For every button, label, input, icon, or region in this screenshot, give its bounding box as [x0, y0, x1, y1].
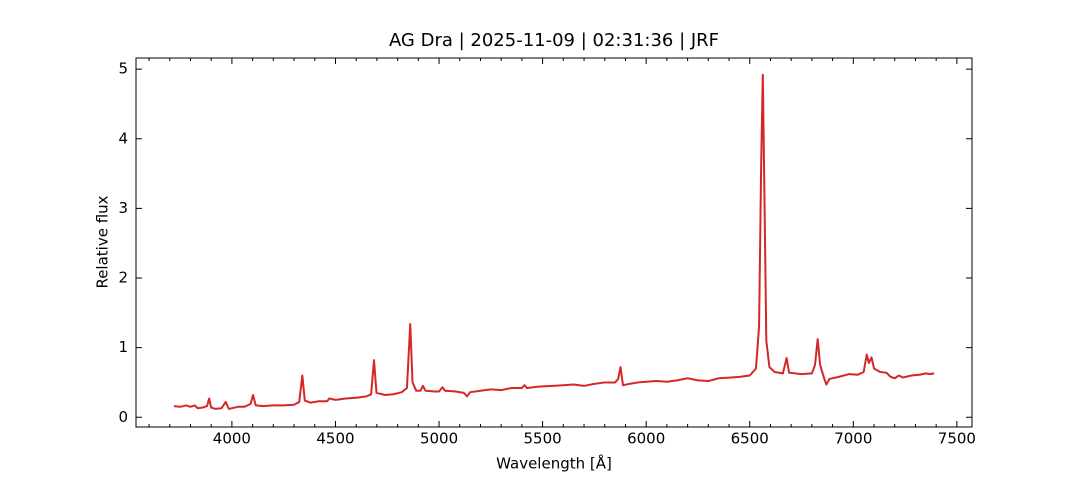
x-tick-label: 6500 — [731, 430, 769, 448]
x-tick-label: 7500 — [938, 430, 976, 448]
chart-title: AG Dra | 2025-11-09 | 02:31:36 | JRF — [389, 30, 719, 51]
y-tick-label: 1 — [118, 338, 128, 356]
x-axis-label: Wavelength [Å] — [496, 454, 612, 473]
x-tick-label: 7000 — [834, 430, 872, 448]
y-tick-label: 2 — [118, 269, 128, 287]
y-tick-label: 5 — [118, 60, 128, 78]
x-tick-label: 4000 — [213, 430, 251, 448]
y-tick-label: 3 — [118, 199, 128, 217]
y-axis-label: Relative flux — [94, 195, 112, 288]
spectrum-line — [173, 73, 935, 410]
plot-frame — [135, 57, 973, 428]
x-tick-label: 5500 — [524, 430, 562, 448]
x-tick-label: 5000 — [420, 430, 458, 448]
y-tick-label: 4 — [118, 129, 128, 147]
y-tick-label: 0 — [118, 408, 128, 426]
x-tick-label: 6000 — [627, 430, 665, 448]
x-tick-label: 4500 — [316, 430, 354, 448]
